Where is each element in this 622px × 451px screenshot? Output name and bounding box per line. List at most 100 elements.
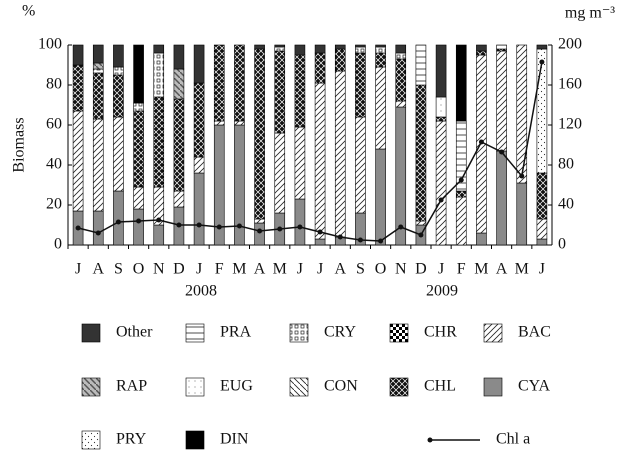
bar-segment (355, 116, 366, 214)
bar-segment (294, 126, 306, 200)
line-point (478, 139, 484, 145)
bar-segment (193, 156, 205, 174)
bar-segment (415, 220, 427, 226)
bar-segment (274, 132, 286, 214)
bar-segment (375, 66, 386, 150)
x-tick-label: D (173, 261, 185, 278)
bar-segment (395, 100, 407, 108)
bar-segment (193, 172, 205, 246)
bar-segment (395, 58, 407, 102)
legend-label: Other (116, 324, 153, 341)
legend-swatch (185, 323, 205, 343)
legend-label: CON (324, 378, 358, 395)
bar-segment (395, 106, 407, 246)
bar-segment (375, 46, 386, 54)
legend-label: CYA (518, 378, 550, 395)
bar-segment (173, 44, 185, 70)
bar-segment (153, 224, 165, 246)
line-point (297, 224, 303, 230)
line-point (196, 222, 202, 228)
y2-tick-label: 160 (558, 76, 582, 93)
legend-label: Chl a (496, 431, 530, 448)
x-tick-label: J (196, 261, 202, 278)
bar-segment (395, 52, 407, 60)
bar-segment (536, 218, 548, 240)
bar-segment (254, 222, 265, 246)
bar-segment (496, 150, 507, 246)
bar-segment (476, 232, 487, 246)
x-tick-label: A (334, 261, 346, 278)
bar-segment (153, 44, 165, 54)
x-tick-label: J (539, 261, 545, 278)
x-tick-label: O (133, 261, 145, 278)
bar-segment (113, 66, 124, 76)
x-tick-label: N (153, 261, 165, 278)
line (77, 61, 543, 242)
bar-segment (294, 44, 306, 56)
legend-label: DIN (220, 431, 249, 448)
bar-segment (334, 48, 346, 72)
bar-segment (435, 120, 447, 246)
line-point (458, 177, 464, 183)
legend-label: CRY (324, 324, 356, 341)
bar-segment (193, 82, 205, 158)
y2-tick-label: 0 (558, 236, 566, 253)
bar-segment (516, 44, 528, 184)
line-point (519, 173, 525, 179)
y-axis-label: Biomass (11, 117, 28, 172)
bar-segment (254, 44, 265, 50)
bar-segment (455, 190, 467, 198)
y2-tick-label: 200 (558, 36, 582, 53)
line-point (357, 237, 363, 243)
x-tick-label: M (515, 261, 529, 278)
bar-segment (133, 102, 144, 112)
bar-segment (113, 74, 124, 118)
legend-label: PRY (116, 431, 147, 448)
line-point (337, 234, 343, 240)
y2-tick-label: 80 (558, 156, 574, 173)
legend-swatch (289, 323, 309, 343)
legend-swatch (389, 377, 409, 397)
x-tick-label: A (496, 261, 508, 278)
y2-tick-label: 40 (558, 196, 574, 213)
year-label: 2009 (426, 283, 458, 300)
y-tick-label: 40 (46, 156, 62, 173)
line-point (398, 224, 404, 230)
legend-label: RAP (116, 378, 147, 395)
bar-segment (113, 44, 124, 68)
bar-segment (72, 64, 84, 112)
bar-segment (496, 44, 507, 50)
x-tick-label: J (75, 261, 81, 278)
legend-swatch (81, 430, 101, 450)
bar-segment (92, 68, 104, 74)
y-tick-label: 20 (46, 196, 62, 213)
line-point (136, 218, 142, 224)
legend-swatch (483, 323, 503, 343)
line-point (156, 217, 162, 223)
bar-segment (274, 50, 286, 134)
x-tick-label: F (215, 261, 224, 278)
bar-segment (92, 210, 104, 246)
line-point (257, 228, 263, 234)
x-tick-label: D (415, 261, 427, 278)
line-point (317, 229, 323, 235)
line-point (176, 222, 182, 228)
bar-segment (72, 110, 84, 212)
bar-segment (314, 82, 326, 240)
bar-segment (355, 44, 366, 48)
bar-segment (72, 44, 84, 66)
legend-swatch (389, 323, 409, 343)
line-point (378, 238, 384, 244)
bar-segment (254, 218, 265, 224)
bar-segment (234, 120, 245, 126)
legend-label: CHR (424, 324, 457, 341)
line-point (539, 59, 545, 65)
x-tick-label: M (273, 261, 287, 278)
bar-segment (92, 72, 104, 120)
legend-label: PRA (220, 324, 252, 341)
bar-segment (133, 208, 144, 246)
x-tick-label: O (375, 261, 387, 278)
legend-swatch (185, 377, 205, 397)
bar-segment (536, 172, 548, 220)
